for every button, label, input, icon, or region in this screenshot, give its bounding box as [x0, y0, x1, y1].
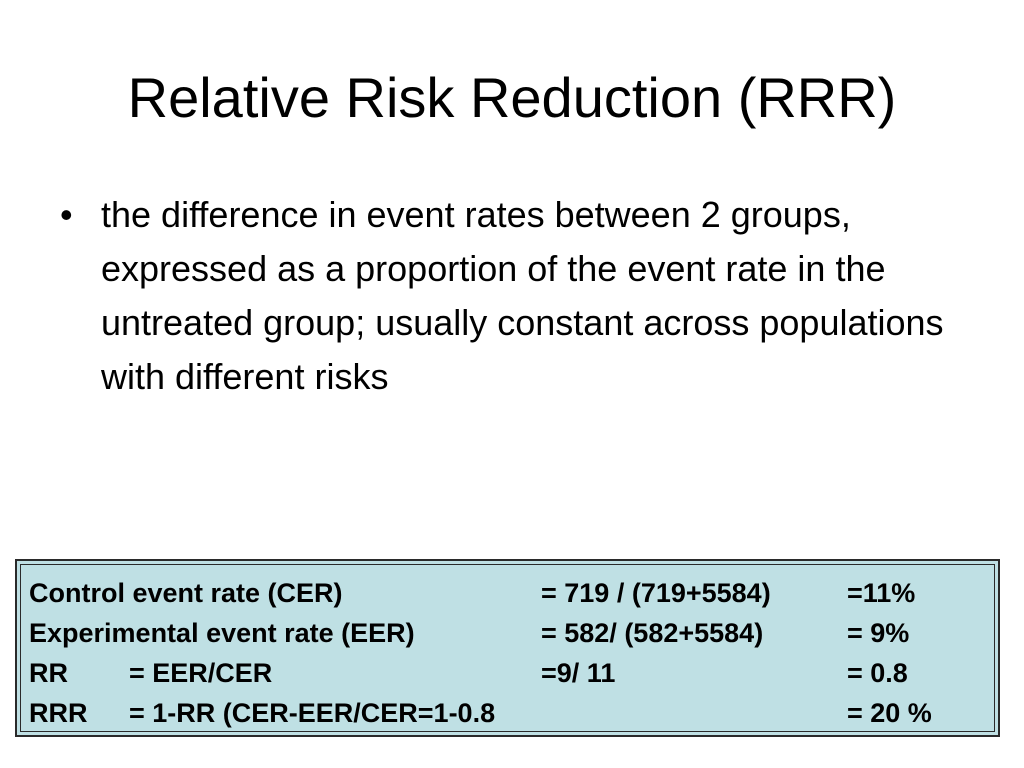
cer-formula: = 719 / (719+5584) [541, 578, 771, 608]
calculation-box: Control event rate (CER) = 719 / (719+55… [15, 559, 1000, 737]
calculation-table: Control event rate (CER) = 719 / (719+55… [29, 573, 987, 733]
bullet-marker: • [60, 194, 73, 235]
table-row-rrr: RRR = 1-RR (CER-EER/CER=1-0.8 = 20 % [29, 693, 987, 733]
rr-definition: = EER/CER [129, 658, 273, 688]
eer-result: = 9% [847, 618, 910, 648]
bullet-list: • the difference in event rates between … [56, 188, 966, 404]
table-row-eer: Experimental event rate (EER) = 582/ (58… [29, 613, 987, 653]
rrr-abbr: RRR [29, 698, 88, 728]
slide-title: Relative Risk Reduction (RRR) [127, 66, 897, 129]
rr-label-cell: RR = EER/CER [29, 653, 541, 693]
rrr-label-cell: RRR = 1-RR (CER-EER/CER=1-0.8 [29, 693, 847, 733]
bullet-text: the difference in event rates between 2 … [101, 194, 944, 397]
rr-result: = 0.8 [847, 658, 908, 688]
eer-label: Experimental event rate (EER) [29, 618, 415, 648]
eer-formula: = 582/ (582+5584) [541, 618, 764, 648]
rrr-result: = 20 % [847, 698, 932, 728]
rrr-definition: = 1-RR (CER-EER/CER=1-0.8 [129, 698, 496, 728]
table-row-cer: Control event rate (CER) = 719 / (719+55… [29, 573, 987, 613]
cer-label: Control event rate (CER) [29, 578, 343, 608]
table-row-rr: RR = EER/CER =9/ 11 = 0.8 [29, 653, 987, 693]
rr-abbr: RR [29, 658, 68, 688]
bullet-item: • the difference in event rates between … [56, 188, 966, 404]
rr-formula: =9/ 11 [541, 658, 616, 688]
cer-result: =11% [847, 578, 916, 608]
